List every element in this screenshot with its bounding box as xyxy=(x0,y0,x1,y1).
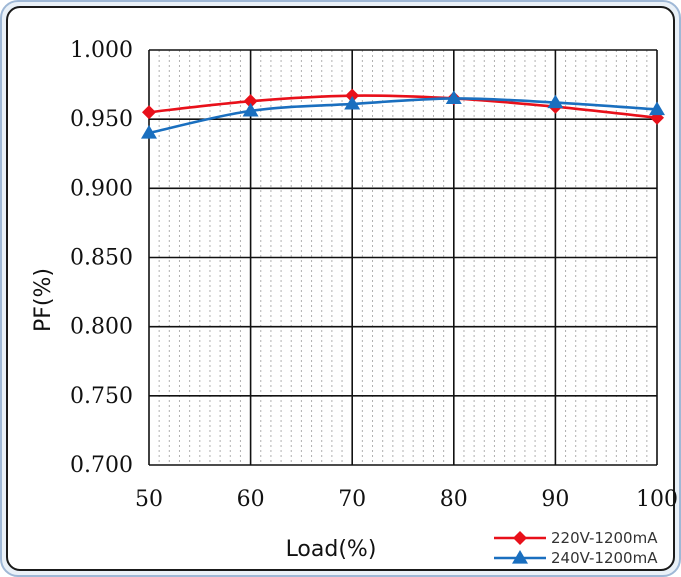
y-tick-label: 0.900 xyxy=(70,176,133,201)
series-layer xyxy=(141,88,665,139)
x-tick-label: 80 xyxy=(440,487,468,512)
data-point xyxy=(344,95,361,110)
legend-label: 220V-1200mA xyxy=(551,529,658,547)
series-line xyxy=(148,94,658,120)
y-tick-label: 0.950 xyxy=(70,107,133,132)
y-tick-label: 0.850 xyxy=(70,246,133,271)
y-tick-label: 1.000 xyxy=(70,38,133,63)
x-tick-label: 50 xyxy=(135,487,163,512)
triangle-marker-icon xyxy=(512,550,528,564)
y-tick-label: 0.700 xyxy=(70,453,133,478)
x-tick-label: 100 xyxy=(636,487,678,512)
data-point xyxy=(445,90,462,105)
series-line xyxy=(148,97,658,135)
y-tick-label: 0.750 xyxy=(70,384,133,409)
data-point xyxy=(242,102,259,117)
x-tick-label: 70 xyxy=(338,487,366,512)
data-point xyxy=(649,101,665,116)
major-grid xyxy=(148,49,658,466)
x-axis-ticks: 50 60 70 80 90 100 xyxy=(135,487,678,512)
data-point xyxy=(142,105,156,120)
y-axis-label: PF(%) xyxy=(31,268,56,332)
data-point xyxy=(243,94,258,109)
legend-item: 240V-1200mA xyxy=(494,549,658,567)
y-tick-label: 0.800 xyxy=(70,315,133,340)
x-tick-label: 60 xyxy=(237,487,265,512)
x-axis-label: Load(%) xyxy=(286,537,377,562)
data-point xyxy=(141,125,157,139)
diamond-marker-icon xyxy=(513,531,527,545)
y-axis-ticks: 1.000 0.950 0.900 0.850 0.800 0.750 0.700 xyxy=(70,38,133,478)
data-point xyxy=(345,88,360,103)
data-point xyxy=(547,94,564,109)
series-2 xyxy=(141,90,665,139)
legend-label: 240V-1200mA xyxy=(551,549,658,567)
legend-item: 220V-1200mA xyxy=(494,529,658,547)
chart-panel xyxy=(6,6,675,571)
legend: 220V-1200mA 240V-1200mA xyxy=(494,529,658,567)
x-tick-label: 90 xyxy=(541,487,569,512)
